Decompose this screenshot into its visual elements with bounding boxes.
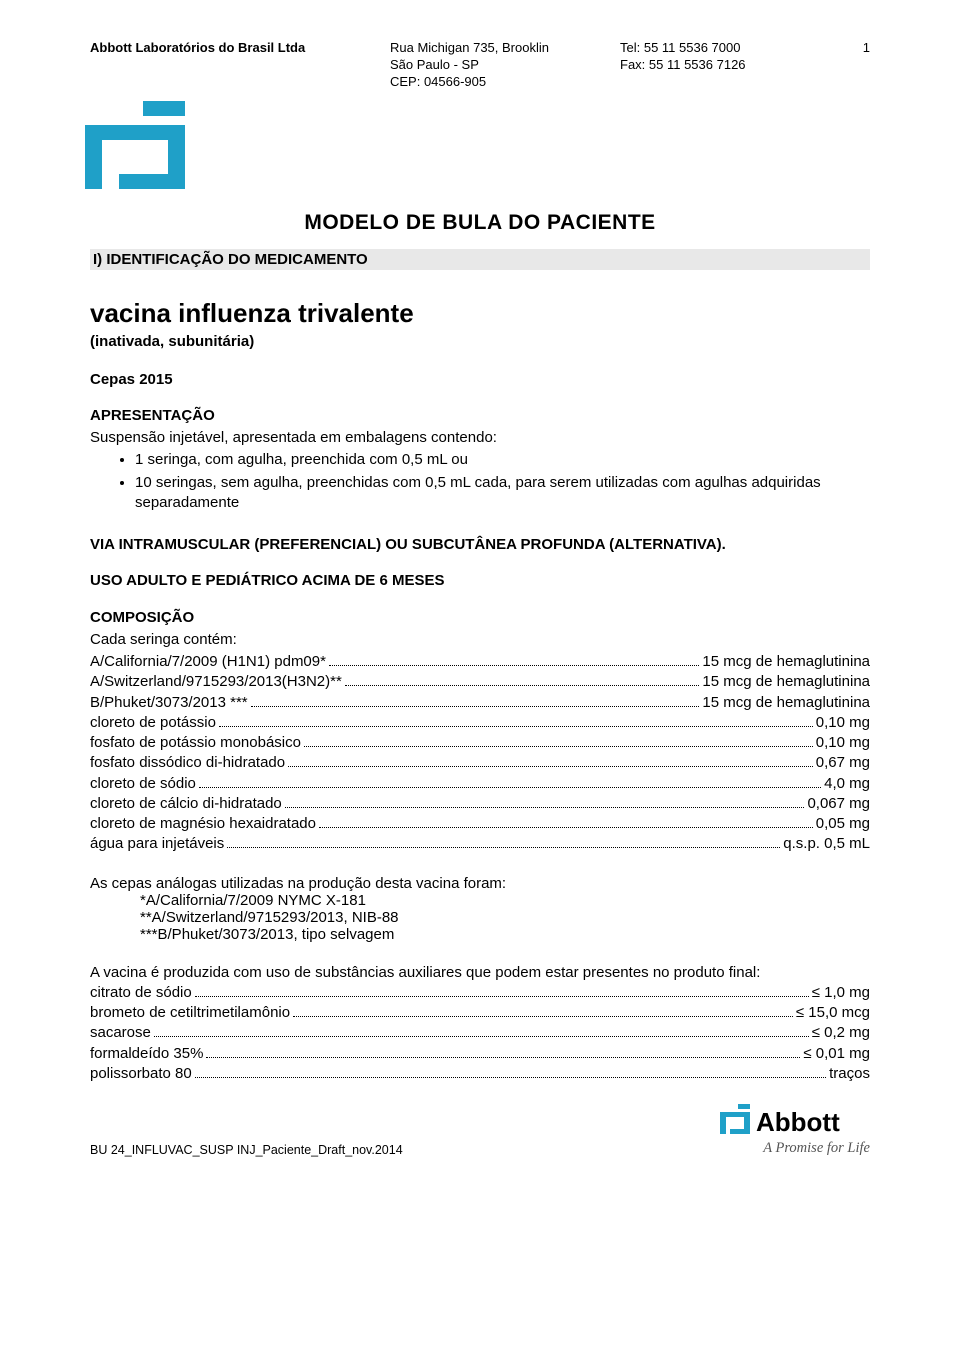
table-row: formaldeído 35% ≤ 0,01 mg xyxy=(90,1044,870,1064)
tel-line: Tel: 55 11 5536 7000 xyxy=(620,40,800,57)
aux-table: citrato de sódio ≤ 1,0 mg brometo de ceti… xyxy=(90,983,870,1084)
page-number: 1 xyxy=(800,40,870,91)
ing-label: cloreto de cálcio di-hidratado xyxy=(90,794,282,814)
ing-label: cloreto de sódio xyxy=(90,774,196,794)
ing-value: 4,0 mg xyxy=(824,774,870,794)
ing-label: A/California/7/2009 (H1N1) pdm09* xyxy=(90,652,326,672)
fax-line: Fax: 55 11 5536 7126 xyxy=(620,57,800,74)
addr-line: CEP: 04566-905 xyxy=(390,74,620,91)
page-title: MODELO DE BULA DO PACIENTE xyxy=(90,211,870,235)
table-row: A/California/7/2009 (H1N1) pdm09* 15 mcg … xyxy=(90,652,870,672)
ing-value: 0,10 mg xyxy=(816,733,870,753)
aux-value: ≤ 0,2 mg xyxy=(812,1023,870,1043)
ing-value: 0,05 mg xyxy=(816,814,870,834)
table-row: cloreto de potássio 0,10 mg xyxy=(90,713,870,733)
apresentacao-intro: Suspensão injetável, apresentada em emba… xyxy=(90,428,870,448)
composicao-intro: Cada seringa contém: xyxy=(90,630,870,650)
table-row: sacarose ≤ 0,2 mg xyxy=(90,1023,870,1043)
aux-label: brometo de cetiltrimetilamônio xyxy=(90,1003,290,1023)
aux-value: ≤ 1,0 mg xyxy=(812,983,870,1003)
table-row: citrato de sódio ≤ 1,0 mg xyxy=(90,983,870,1003)
ing-value: 0,67 mg xyxy=(816,753,870,773)
strain-line: *A/California/7/2009 NYMC X-181 xyxy=(140,892,870,909)
product-subname: (inativada, subunitária) xyxy=(90,333,870,350)
letterhead: Abbott Laboratórios do Brasil Ltda Rua M… xyxy=(90,40,870,91)
ing-label: B/Phuket/3073/2013 *** xyxy=(90,693,248,713)
list-item: 1 seringa, com agulha, preenchida com 0,… xyxy=(135,450,870,470)
table-row: B/Phuket/3073/2013 *** 15 mcg de hemaglut… xyxy=(90,693,870,713)
ing-value: 15 mcg de hemaglutinina xyxy=(702,672,870,692)
footer-tagline: A Promise for Life xyxy=(720,1140,870,1157)
aux-label: sacarose xyxy=(90,1023,151,1043)
company-address: Rua Michigan 735, Brooklin São Paulo - S… xyxy=(390,40,620,91)
ing-value: 0,067 mg xyxy=(807,794,870,814)
aux-label: citrato de sódio xyxy=(90,983,192,1003)
strains-block: As cepas análogas utilizadas na produção… xyxy=(90,875,870,943)
list-item: 10 seringas, sem agulha, preenchidas com… xyxy=(135,473,870,514)
section-heading: I) IDENTIFICAÇÃO DO MEDICAMENTO xyxy=(90,249,870,270)
ing-label: fosfato de potássio monobásico xyxy=(90,733,301,753)
table-row: A/Switzerland/9715293/2013(H3N2)** 15 mcg… xyxy=(90,672,870,692)
apresentacao-heading: APRESENTAÇÃO xyxy=(90,406,870,426)
brand-text: Abbott xyxy=(756,1107,840,1137)
strains-intro: As cepas análogas utilizadas na produção… xyxy=(90,875,870,892)
page: Abbott Laboratórios do Brasil Ltda Rua M… xyxy=(0,0,960,1167)
ing-label: cloreto de magnésio hexaidratado xyxy=(90,814,316,834)
ing-value: 15 mcg de hemaglutinina xyxy=(702,693,870,713)
table-row: brometo de cetiltrimetilamônio ≤ 15,0 mcg xyxy=(90,1003,870,1023)
ing-label: fosfato dissódico di-hidratado xyxy=(90,753,285,773)
table-row: fosfato dissódico di-hidratado 0,67 mg xyxy=(90,753,870,773)
aux-value: traços xyxy=(829,1064,870,1084)
page-footer: BU 24_INFLUVAC_SUSP INJ_Paciente_Draft_n… xyxy=(90,1104,870,1167)
aux-intro: A vacina é produzida com uso de substânc… xyxy=(90,963,870,983)
via-text: VIA INTRAMUSCULAR (PREFERENCIAL) OU SUBC… xyxy=(90,535,870,555)
ing-label: A/Switzerland/9715293/2013(H3N2)** xyxy=(90,672,342,692)
table-row: água para injetáveis q.s.p. 0,5 mL xyxy=(90,834,870,854)
aux-value: ≤ 15,0 mcg xyxy=(796,1003,870,1023)
apresentacao-list: 1 seringa, com agulha, preenchida com 0,… xyxy=(90,450,870,513)
aux-value: ≤ 0,01 mg xyxy=(803,1044,870,1064)
cepas-label: Cepas 2015 xyxy=(90,370,870,390)
strain-line: ***B/Phuket/3073/2013, tipo selvagem xyxy=(140,926,870,943)
ing-value: 0,10 mg xyxy=(816,713,870,733)
company-name: Abbott Laboratórios do Brasil Ltda xyxy=(90,40,390,91)
ing-label: água para injetáveis xyxy=(90,834,224,854)
ing-value: q.s.p. 0,5 mL xyxy=(783,834,870,854)
ing-label: cloreto de potássio xyxy=(90,713,216,733)
table-row: polissorbato 80 traços xyxy=(90,1064,870,1084)
table-row: cloreto de sódio 4,0 mg xyxy=(90,774,870,794)
abbott-logo-icon xyxy=(85,101,870,193)
table-row: cloreto de cálcio di-hidratado 0,067 mg xyxy=(90,794,870,814)
ing-value: 15 mcg de hemaglutinina xyxy=(702,652,870,672)
composicao-table: A/California/7/2009 (H1N1) pdm09* 15 mcg … xyxy=(90,652,870,855)
aux-label: polissorbato 80 xyxy=(90,1064,192,1084)
strain-line: **A/Switzerland/9715293/2013, NIB-88 xyxy=(140,909,870,926)
footer-doc-id: BU 24_INFLUVAC_SUSP INJ_Paciente_Draft_n… xyxy=(90,1143,403,1157)
addr-line: São Paulo - SP xyxy=(390,57,620,74)
uso-text: USO ADULTO E PEDIÁTRICO ACIMA DE 6 MESES xyxy=(90,571,870,591)
abbott-footer-logo-icon: Abbott xyxy=(720,1104,870,1138)
table-row: fosfato de potássio monobásico 0,10 mg xyxy=(90,733,870,753)
aux-label: formaldeído 35% xyxy=(90,1044,203,1064)
company-contact: Tel: 55 11 5536 7000 Fax: 55 11 5536 712… xyxy=(620,40,800,91)
addr-line: Rua Michigan 735, Brooklin xyxy=(390,40,620,57)
composicao-heading: COMPOSIÇÃO xyxy=(90,608,870,628)
footer-logo-block: Abbott A Promise for Life xyxy=(720,1104,870,1157)
product-name: vacina influenza trivalente xyxy=(90,298,870,329)
table-row: cloreto de magnésio hexaidratado 0,05 mg xyxy=(90,814,870,834)
